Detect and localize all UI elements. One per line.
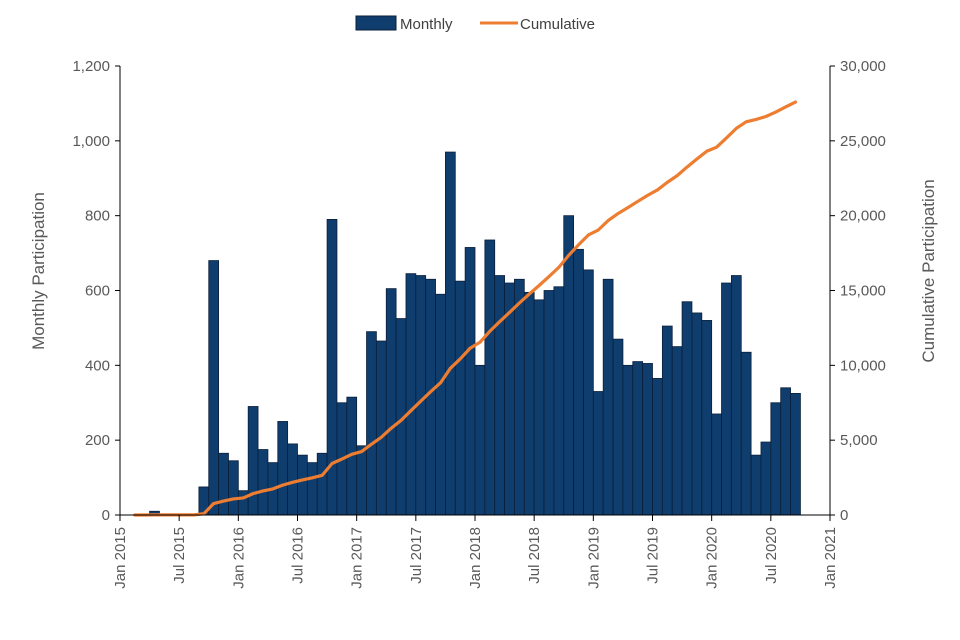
- monthly-bar: [711, 413, 722, 516]
- monthly-bar: [573, 248, 584, 516]
- left-tick-label: 600: [85, 283, 110, 300]
- monthly-bar: [553, 286, 565, 516]
- monthly-bar: [366, 331, 377, 516]
- monthly-bar: [484, 239, 496, 516]
- monthly-bar: [523, 291, 535, 516]
- monthly-bar: [780, 387, 791, 516]
- monthly-bar: [543, 290, 555, 516]
- monthly-bar: [208, 260, 220, 516]
- x-tick-label: Jul 2018: [526, 527, 543, 584]
- monthly-bar: [218, 452, 229, 516]
- x-tick-label: Jul 2017: [408, 527, 425, 584]
- monthly-bar: [385, 288, 397, 516]
- monthly-bar: [642, 363, 653, 516]
- monthly-bar: [514, 278, 525, 516]
- x-tick-label: Jan 2019: [585, 527, 602, 589]
- monthly-bar: [375, 340, 387, 516]
- monthly-bar: [730, 275, 742, 516]
- right-tick-label: 5,000: [840, 432, 878, 449]
- monthly-bar: [602, 278, 614, 516]
- right-tick-label: 10,000: [840, 357, 886, 374]
- x-tick-label: Jan 2020: [704, 527, 721, 589]
- axes: [115, 65, 835, 521]
- x-tick-label: Jul 2020: [763, 527, 780, 584]
- monthly-bar: [750, 454, 762, 516]
- legend-monthly-swatch: [355, 15, 397, 31]
- x-tick-label: Jan 2021: [822, 527, 839, 589]
- monthly-bar: [356, 445, 367, 516]
- monthly-bar: [287, 443, 298, 516]
- x-tick-label: Jul 2016: [290, 527, 307, 584]
- monthly-bar: [237, 490, 249, 516]
- left-tick-label: 400: [85, 357, 110, 374]
- monthly-bar: [257, 449, 269, 516]
- right-tick-label: 20,000: [840, 208, 886, 225]
- right-tick-label: 25,000: [840, 133, 886, 150]
- left-tick-label: 200: [85, 432, 110, 449]
- monthly-bar: [760, 441, 772, 516]
- monthly-bar: [583, 269, 594, 516]
- monthly-bar: [445, 151, 456, 516]
- monthly-bar: [435, 293, 446, 516]
- cumulative-line: [133, 100, 798, 517]
- left-tick-label: 800: [85, 208, 110, 225]
- monthly-bar: [326, 219, 338, 516]
- right-tick-label: 15,000: [840, 283, 886, 300]
- monthly-bar: [297, 454, 308, 516]
- monthly-bar: [247, 406, 259, 516]
- monthly-bar: [474, 364, 486, 516]
- monthly-bar: [770, 402, 782, 516]
- legend-monthly-label: Monthly: [400, 16, 453, 33]
- monthly-bar: [533, 299, 545, 516]
- monthly-bar: [415, 275, 427, 516]
- left-tick-label: 1,200: [72, 58, 110, 75]
- monthly-bar: [721, 282, 732, 516]
- monthly-bar: [612, 338, 624, 516]
- cumulative-line-layer: [133, 100, 798, 517]
- monthly-bar: [790, 392, 801, 516]
- monthly-bar: [316, 452, 328, 516]
- monthly-bar: [681, 301, 693, 516]
- monthly-bar: [405, 273, 417, 516]
- monthly-bar: [661, 325, 673, 516]
- monthly-bar: [701, 320, 713, 516]
- x-tick-label: Jan 2018: [467, 527, 484, 589]
- legend-cumulative-label: Cumulative: [520, 16, 595, 33]
- monthly-bar: [228, 460, 239, 516]
- monthly-bar: [622, 364, 634, 516]
- monthly-bar: [652, 378, 663, 516]
- monthly-bar: [671, 346, 683, 516]
- x-tick-label: Jan 2017: [349, 527, 366, 589]
- left-tick-label: 1,000: [72, 133, 110, 150]
- monthly-bar: [464, 247, 476, 516]
- monthly-bar: [592, 391, 604, 516]
- monthly-bar: [740, 351, 752, 516]
- right-tick-label: 0: [840, 507, 848, 524]
- monthly-bar: [691, 312, 703, 516]
- legend: Monthly Cumulative: [355, 15, 595, 33]
- monthly-bar: [454, 280, 466, 516]
- x-tick-label: Jul 2015: [171, 527, 188, 584]
- monthly-bar: [277, 421, 289, 516]
- right-axis-title: Cumulative Participation: [919, 179, 938, 362]
- x-tick-label: Jan 2016: [230, 527, 247, 589]
- x-tick-label: Jan 2015: [112, 527, 129, 589]
- monthly-bar: [632, 361, 644, 516]
- right-tick-label: 30,000: [840, 58, 886, 75]
- monthly-bars: [149, 151, 801, 516]
- x-tick-label: Jul 2019: [645, 527, 662, 584]
- left-tick-label: 0: [102, 507, 110, 524]
- monthly-bar: [306, 462, 318, 516]
- monthly-bar: [494, 275, 505, 516]
- left-axis-title: Monthly Participation: [29, 192, 48, 350]
- tick-labels: 0 200 400 600 800 1,000 1,200 0 5,000 10,000 15,00…: [72, 58, 885, 589]
